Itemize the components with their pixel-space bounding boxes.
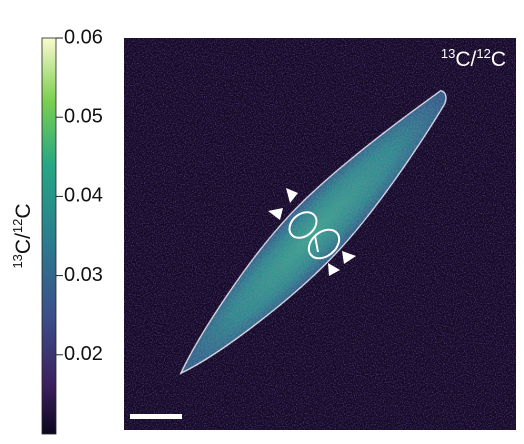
arrowhead (286, 188, 298, 203)
image-label: 13C/12C (441, 46, 506, 71)
arrowhead (268, 208, 283, 220)
label-part: C (491, 48, 506, 71)
label-part: C/ (12, 233, 35, 254)
arrowhead (328, 263, 340, 276)
colorbar-gradient (41, 37, 57, 435)
tick-label: 0.06 (64, 26, 103, 48)
label-part: C (12, 203, 35, 218)
scale-bar (130, 414, 182, 419)
label-part: C/ (455, 48, 476, 71)
cell-body (179, 89, 447, 375)
tick-label: 0.02 (64, 343, 103, 365)
division-line (314, 235, 319, 253)
label-sup: 13 (441, 46, 455, 61)
label-sup: 12 (10, 219, 25, 233)
tick-label: 0.03 (64, 264, 103, 286)
label-sup: 12 (476, 46, 490, 61)
cell (179, 89, 447, 375)
tick-label: 0.05 (64, 105, 103, 127)
label-sup: 13 (10, 254, 25, 268)
region-outline (288, 211, 318, 239)
tick-label: 0.04 (64, 185, 103, 207)
colorbar (41, 37, 57, 435)
colorbar-label: 13C/12C (10, 203, 35, 268)
arrowhead (342, 251, 356, 264)
region-outline (307, 228, 341, 260)
